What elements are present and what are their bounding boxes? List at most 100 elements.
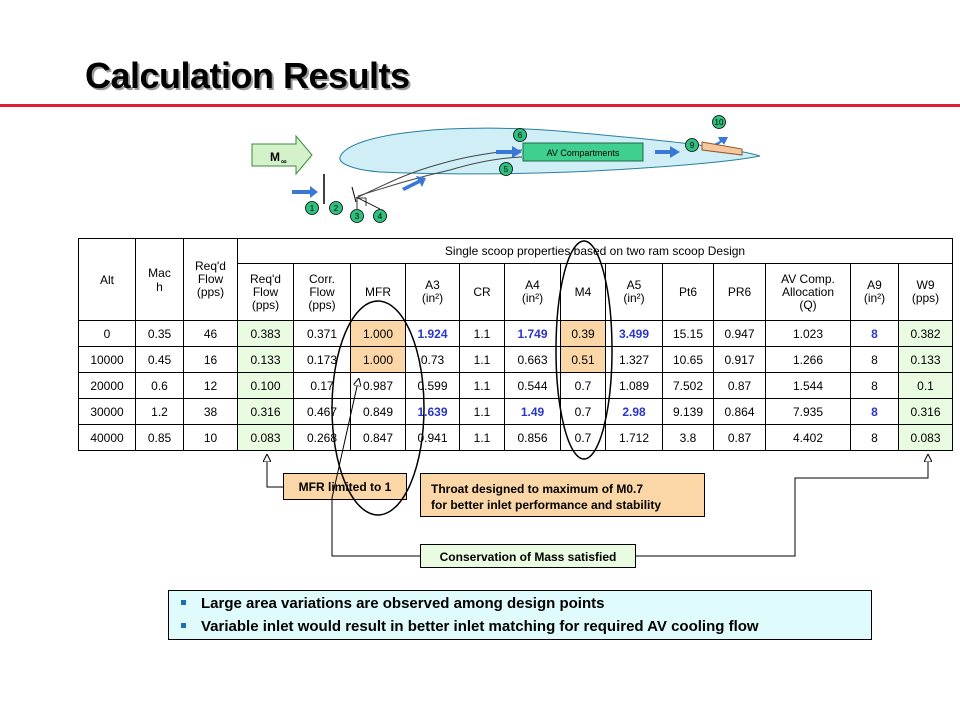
svg-text:3: 3 [355,212,360,221]
callout-throat-design: Throat designed to maximum of M0.7 for b… [420,473,705,517]
exhaust-nozzle [701,141,743,156]
freestream-subscript: ∞ [281,157,287,166]
cell-a9: 8 [850,398,899,425]
cell-reqd-flow: 12 [183,372,238,399]
station-markers: 1 2 3 4 5 6 9 10 [305,115,726,223]
cell-w9: 0.083 [898,424,953,451]
cell-a3: 1.639 [405,398,460,425]
av-compartment-box [522,142,644,162]
bullet-marker-icon [181,622,186,628]
svg-text:2: 2 [334,204,339,213]
av-compartment-label: AV Compartments [547,148,620,158]
svg-text:1: 1 [310,204,315,213]
cell-scoop-reqd-flow: 0.383 [237,320,294,347]
cell-a3: 0.941 [405,424,460,451]
cell-mach: 0.35 [135,320,184,347]
cell-cr: 1.1 [459,424,505,451]
cell-a3: 0.599 [405,372,460,399]
table-row: 20000 0.6 12 0.100 0.17 0.987 0.599 1.1 0.544 0.7… [78,372,953,399]
station-1: 1 [305,201,319,215]
svg-text:9: 9 [690,141,695,150]
cell-cr: 1.1 [459,398,505,425]
svg-text:4: 4 [378,212,383,221]
svg-text:5: 5 [504,165,509,174]
cell-pr6: 0.87 [713,424,766,451]
station-6: 6 [513,128,527,142]
header-col-av-comp: AV Comp. Allocation (Q) [765,263,851,321]
cell-corr-flow: 0.173 [293,346,351,373]
cell-m4: 0.51 [560,346,606,373]
conservation-connector-right [636,458,928,557]
station-9: 9 [685,138,699,152]
cell-a4: 1.749 [504,320,561,347]
table-header-row-2: Req'd Flow (pps) Corr. Flow (pps) MFR A3 (in²… [79,263,953,321]
header-col-corr-flow: Corr. Flow (pps) [293,263,351,321]
cell-scoop-reqd-flow: 0.083 [237,424,294,451]
cell-a9: 8 [850,346,899,373]
bullet-item-2: Variable inlet would result in better in… [181,618,759,635]
cell-pt6: 7.502 [662,372,714,399]
header-col-pt6: Pt6 [662,263,714,321]
svg-text:6: 6 [518,131,523,140]
station-5: 5 [499,162,513,176]
cell-av-comp: 4.402 [765,424,851,451]
header-col-m4: M4 [560,263,606,321]
table-row: 10000 0.45 16 0.133 0.173 1.000 0.73 1.1 0.663 0.… [78,346,953,373]
header-col-mfr: MFR [350,263,406,321]
cell-alt: 10000 [78,346,136,373]
cell-pr6: 0.917 [713,346,766,373]
cell-mach: 0.45 [135,346,184,373]
cell-w9: 0.133 [898,346,953,373]
table-row: 30000 1.2 38 0.316 0.467 0.849 1.639 1.1 1.49 0.7… [78,398,953,425]
summary-bullets: Large area variations are observed among… [168,590,872,640]
cell-w9: 0.1 [898,372,953,399]
cell-scoop-reqd-flow: 0.133 [237,346,294,373]
cell-pt6: 3.8 [662,424,714,451]
cell-m4: 0.7 [560,372,606,399]
m4-highlight-ellipse [555,240,613,460]
mfr-highlight-ellipse [331,300,425,516]
cell-w9: 0.382 [898,320,953,347]
table-row: 40000 0.85 10 0.083 0.268 0.847 0.941 1.1 0.856 0… [78,424,953,451]
inlet-diagram: M ∞ AV Compartments 1 2 3 4 5 6 9 10 [251,115,761,223]
bullet-item-1: Large area variations are observed among… [181,595,604,612]
page-title: Calculation Results [85,55,410,96]
cell-pt6: 10.65 [662,346,714,373]
table-body: 0 0.35 46 0.383 0.371 1.000 1.924 1.1 1.749 0.39 3… [78,320,953,451]
cell-a3: 1.924 [405,320,460,347]
cell-alt: 40000 [78,424,136,451]
table-row: 0 0.35 46 0.383 0.371 1.000 1.924 1.1 1.749 0.39 3… [78,320,953,347]
cell-a4: 0.544 [504,372,561,399]
cell-a3: 0.73 [405,346,460,373]
station-3: 3 [350,209,364,223]
header-col-reqd-flow: Req'd Flow (pps) [237,263,294,321]
flow-arrows [292,137,728,198]
cell-pr6: 0.864 [713,398,766,425]
cell-mach: 1.2 [135,398,184,425]
cell-corr-flow: 0.268 [293,424,351,451]
header-col-a4: A4 (in²) [504,263,561,321]
cell-m4: 0.39 [560,320,606,347]
header-col-a3: A3 (in²) [405,263,460,321]
cell-a9: 8 [850,372,899,399]
cell-mfr: 0.847 [350,424,406,451]
freestream-arrow: M ∞ [251,134,313,176]
cell-scoop-reqd-flow: 0.100 [237,372,294,399]
title-divider [0,104,960,107]
cell-av-comp: 1.023 [765,320,851,347]
callout-conservation-of-mass: Conservation of Mass satisfied [420,544,636,568]
cell-mfr: 1.000 [350,320,406,347]
cell-reqd-flow: 16 [183,346,238,373]
mfr-connector [267,458,283,488]
cell-a5: 1.712 [605,424,663,451]
cell-reqd-flow: 38 [183,398,238,425]
callout-throat-line-2: for better inlet performance and stabili… [431,498,662,512]
callout-mfr-limited: MFR limited to 1 [283,473,407,500]
svg-text:10: 10 [715,118,724,127]
cell-scoop-reqd-flow: 0.316 [237,398,294,425]
cell-corr-flow: 0.17 [293,372,351,399]
cell-reqd-flow: 10 [183,424,238,451]
header-alt: Alt [78,238,136,321]
station-10: 10 [712,115,726,129]
cell-cr: 1.1 [459,372,505,399]
